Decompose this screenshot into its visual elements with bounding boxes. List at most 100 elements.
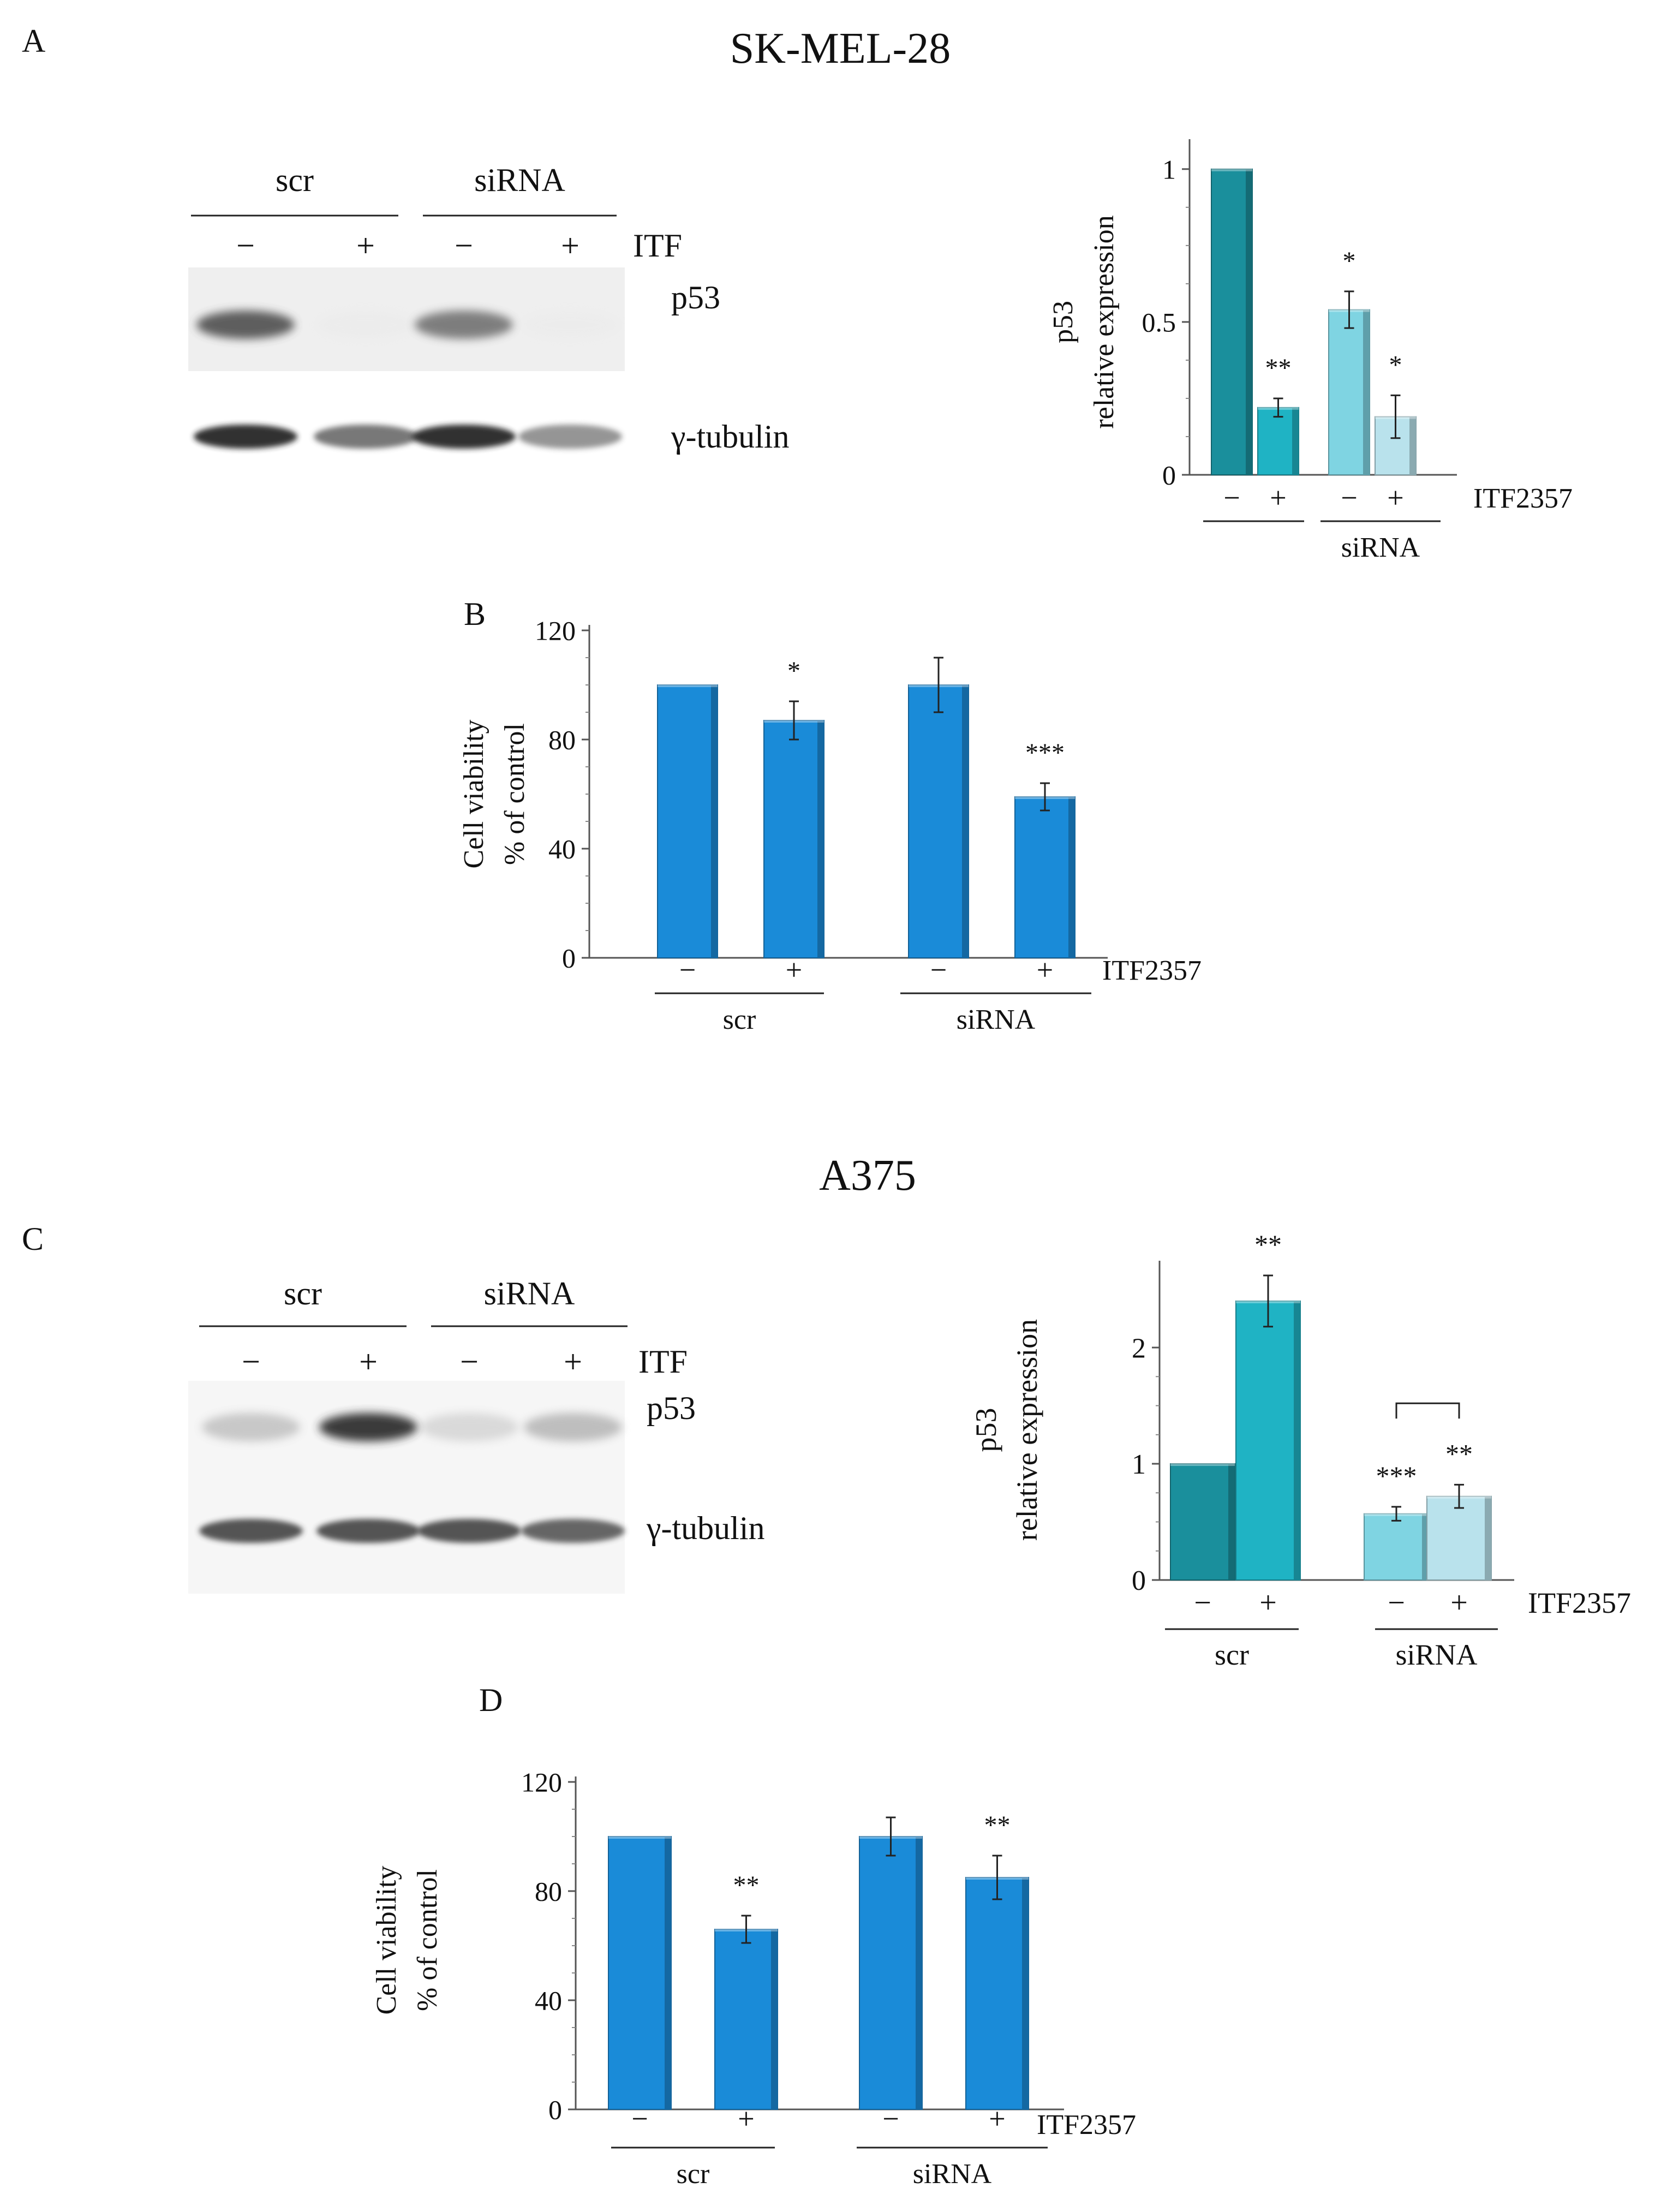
treatment-label: ITF2357 (1528, 1587, 1631, 1619)
x-tick-label: + (738, 2102, 754, 2135)
blot-band-label-tubulin: γ-tubulin (671, 419, 790, 455)
bar-shadow (1294, 1301, 1300, 1580)
bar (714, 1929, 778, 2110)
bar-shadow (1022, 1877, 1029, 2109)
bar-shadow (962, 685, 969, 958)
y-tick-label: 80 (548, 725, 576, 755)
significance-label: ** (1254, 1229, 1282, 1260)
bar (1426, 1495, 1492, 1581)
significance-label: ** (733, 1871, 760, 1900)
blot-lane-sign: − (455, 228, 473, 264)
y-tick-label: 40 (548, 834, 576, 864)
panel-label-d: D (479, 1682, 503, 1718)
group-label: siRNA (913, 2159, 992, 2190)
bar-shadow (1228, 1464, 1235, 1580)
y-axis-label: p53 (970, 1408, 1002, 1452)
y-tick-label: 120 (521, 1767, 562, 1798)
group-label: siRNA (1395, 1638, 1477, 1671)
bar (1170, 1463, 1235, 1581)
panel-label-a: A (22, 23, 45, 59)
blot-band-label-p53: p53 (671, 279, 720, 315)
tubulin-band (314, 425, 417, 449)
bar-highlight (1211, 166, 1252, 171)
blot-group-label: scr (276, 162, 314, 198)
significance-label: * (1389, 350, 1402, 379)
y-axis-label: p53 (1048, 301, 1079, 343)
significance-label: * (787, 657, 800, 685)
y-tick-label: 0.5 (1142, 307, 1176, 337)
x-tick-label: − (679, 953, 696, 986)
bar-shadow (1409, 416, 1416, 475)
x-tick-label: + (1270, 481, 1286, 514)
bar (608, 1836, 672, 2110)
x-tick-label: − (631, 2102, 648, 2135)
bar-shadow (665, 1837, 671, 2109)
tubulin-band (412, 425, 516, 449)
bar (965, 1877, 1029, 2110)
y-axis-label: Cell viability (458, 720, 489, 869)
group-label: scr (677, 2159, 710, 2190)
x-tick-label: + (989, 2102, 1005, 2135)
significance-label: ** (984, 1811, 1011, 1840)
blot-band-label-p53: p53 (647, 1390, 696, 1426)
x-tick-label: + (1259, 1586, 1277, 1620)
tubulin-band (518, 425, 622, 449)
x-tick-label: − (1388, 1586, 1405, 1620)
tubulin-band (417, 1519, 521, 1543)
x-tick-label: + (1037, 953, 1053, 986)
blot-lane-sign: − (236, 228, 255, 264)
y-tick-label: 120 (535, 616, 576, 646)
bar (1211, 168, 1253, 475)
blot-group-label: scr (284, 1275, 322, 1311)
p53-band (196, 311, 295, 339)
bar-shadow (1292, 407, 1299, 475)
significance-label: ** (1445, 1438, 1473, 1469)
blot-lane-sign: − (460, 1344, 479, 1380)
treatment-label: ITF2357 (1102, 955, 1202, 986)
y-tick-label: 80 (535, 1876, 562, 1907)
y-tick-label: 2 (1132, 1333, 1146, 1364)
bar (1364, 1513, 1429, 1581)
y-tick-label: 0 (548, 2095, 562, 2125)
bar-chart-d: 0 40 80 120 Cell viability % of control − ** + − *… (371, 1767, 1136, 2190)
blot-group-label: siRNA (474, 162, 565, 198)
blot-treatment-label: ITF (638, 1344, 688, 1380)
tubulin-band (521, 1519, 625, 1543)
panel-label-b: B (464, 596, 486, 632)
y-tick-label: 1 (1132, 1449, 1146, 1480)
bar-shadow (771, 1929, 778, 2109)
bar-shadow (1485, 1496, 1491, 1580)
bar (908, 684, 969, 958)
p53-band (415, 311, 513, 339)
bar-shadow (1068, 797, 1075, 958)
title-a375: A375 (819, 1152, 916, 1200)
bar-chart-b: 0 40 80 120 Cell viability % of control − * + − **… (458, 616, 1202, 1036)
blot-treatment-label: ITF (633, 228, 682, 264)
bar (1235, 1300, 1301, 1581)
x-tick-label: + (786, 953, 802, 986)
bar-chart-a: 0 0.5 1 p53 relative expression − ** + * − * + ITF23… (1048, 139, 1573, 563)
group-label: siRNA (1341, 532, 1420, 563)
x-tick-label: + (1387, 481, 1403, 514)
bar (657, 684, 718, 958)
bar-shadow (1363, 309, 1370, 475)
blot-lane-sign: + (356, 228, 375, 264)
title-skmel28: SK-MEL-28 (730, 25, 951, 73)
y-axis-label: Cell viability (371, 1866, 402, 2015)
bar (1014, 796, 1075, 958)
tubulin-band (199, 1519, 303, 1543)
bar-highlight (608, 1834, 671, 1839)
bar-shadow (711, 685, 718, 958)
x-tick-label: − (1194, 1586, 1211, 1620)
bar-shadow (817, 720, 824, 958)
y-axis-label: % of control (412, 1869, 443, 2011)
p53-band (316, 311, 415, 339)
significance-label: ** (1265, 354, 1292, 383)
blot-lane-sign: + (561, 228, 579, 264)
y-tick-label: 0 (1132, 1565, 1146, 1596)
y-tick-label: 1 (1162, 154, 1176, 184)
p53-band (202, 1413, 300, 1441)
bar-highlight (658, 683, 718, 687)
